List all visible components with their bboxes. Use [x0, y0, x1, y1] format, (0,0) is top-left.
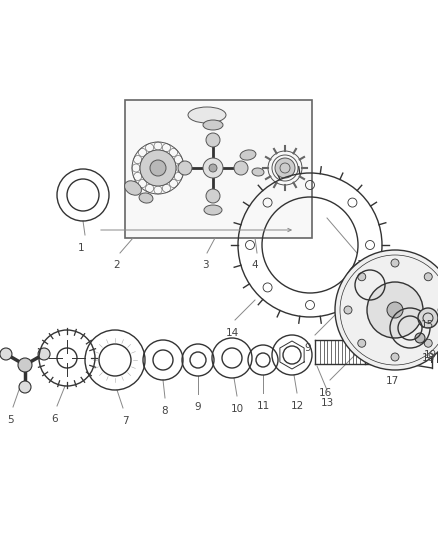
Circle shape: [415, 333, 425, 343]
Circle shape: [391, 353, 399, 361]
Circle shape: [275, 158, 295, 178]
Text: 1: 1: [78, 243, 84, 253]
Circle shape: [206, 189, 220, 203]
Text: 10: 10: [230, 404, 244, 414]
Ellipse shape: [188, 107, 226, 123]
Text: 17: 17: [385, 376, 399, 386]
Text: 5: 5: [8, 415, 14, 425]
Ellipse shape: [252, 168, 264, 176]
Bar: [125, 100, 312, 238]
Text: 3: 3: [201, 260, 208, 270]
Circle shape: [358, 339, 366, 347]
Text: 1: 1: [357, 260, 363, 270]
Circle shape: [391, 259, 399, 267]
Circle shape: [203, 158, 223, 178]
Circle shape: [424, 273, 432, 281]
Text: 8: 8: [162, 406, 168, 416]
Text: 9: 9: [305, 343, 311, 353]
Text: 15: 15: [420, 320, 434, 330]
Ellipse shape: [240, 150, 256, 160]
Circle shape: [178, 161, 192, 175]
Circle shape: [418, 308, 438, 328]
Ellipse shape: [139, 193, 153, 203]
Circle shape: [38, 348, 50, 360]
Text: 14: 14: [226, 328, 239, 338]
Text: 9: 9: [194, 402, 201, 412]
Text: 4: 4: [252, 260, 258, 270]
Text: 2: 2: [114, 260, 120, 270]
Circle shape: [335, 250, 438, 370]
Circle shape: [387, 302, 403, 318]
Text: 11: 11: [256, 401, 270, 411]
Text: 18: 18: [421, 353, 434, 363]
Text: 16: 16: [318, 388, 332, 398]
Circle shape: [150, 160, 166, 176]
Circle shape: [209, 164, 217, 172]
Text: 19: 19: [424, 350, 437, 360]
Text: 7: 7: [122, 416, 128, 426]
Text: 12: 12: [290, 401, 304, 411]
Ellipse shape: [204, 205, 222, 215]
Circle shape: [234, 161, 248, 175]
Text: 13: 13: [320, 398, 334, 408]
Ellipse shape: [203, 120, 223, 130]
Circle shape: [18, 358, 32, 372]
Circle shape: [206, 133, 220, 147]
Circle shape: [140, 150, 176, 186]
Circle shape: [0, 348, 12, 360]
Circle shape: [424, 339, 432, 347]
Circle shape: [19, 381, 31, 393]
Ellipse shape: [124, 181, 141, 195]
Circle shape: [344, 306, 352, 314]
Circle shape: [367, 282, 423, 338]
Text: 6: 6: [52, 414, 58, 424]
Circle shape: [358, 273, 366, 281]
